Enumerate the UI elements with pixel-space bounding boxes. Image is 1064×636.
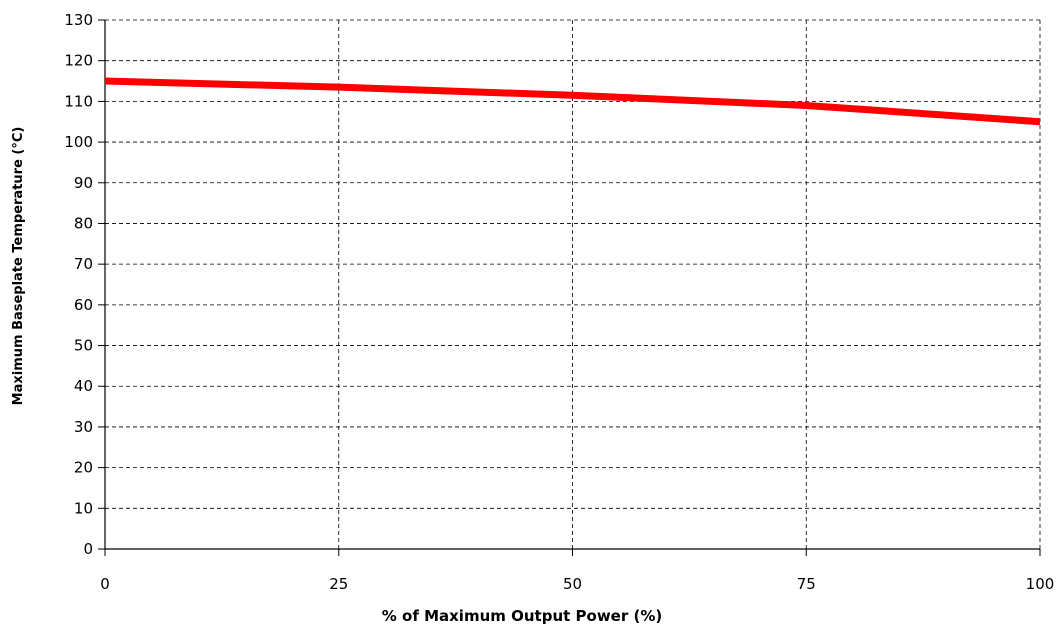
y-tick-label-130: 130	[64, 11, 93, 29]
y-tick-label-0: 0	[83, 540, 93, 558]
x-tick-label-100: 100	[1026, 575, 1055, 593]
y-tick-label-110: 110	[64, 92, 93, 110]
x-tick-label-75: 75	[797, 575, 816, 593]
grid	[105, 19, 1041, 549]
x-axis-title: % of Maximum Output Power (%)	[382, 607, 662, 625]
y-tick-label-30: 30	[74, 418, 93, 436]
y-tick-label-80: 80	[74, 214, 93, 232]
y-tick-label-70: 70	[74, 255, 93, 273]
y-tick-label-90: 90	[74, 174, 93, 192]
y-tick-label-40: 40	[74, 377, 93, 395]
x-tick-label-25: 25	[329, 575, 348, 593]
y-tick-label-60: 60	[74, 296, 93, 314]
y-tick-label-20: 20	[74, 459, 93, 477]
x-tick-label-0: 0	[100, 575, 110, 593]
y-tick-label-10: 10	[74, 499, 93, 517]
series	[104, 77, 1041, 126]
tick-labels: 0 10 20 30 40 50 60 70 80 90 100 110 120 130 0 25 50 75 10…	[64, 11, 1054, 593]
y-tick-label-120: 120	[64, 52, 93, 70]
series-line-0	[104, 77, 1041, 126]
x-tick-label-50: 50	[563, 575, 582, 593]
axes	[98, 19, 1041, 556]
y-tick-label-50: 50	[74, 337, 93, 355]
y-tick-label-100: 100	[64, 133, 93, 151]
y-axis-title: Maximum Baseplate Temperature (°C)	[11, 127, 26, 406]
